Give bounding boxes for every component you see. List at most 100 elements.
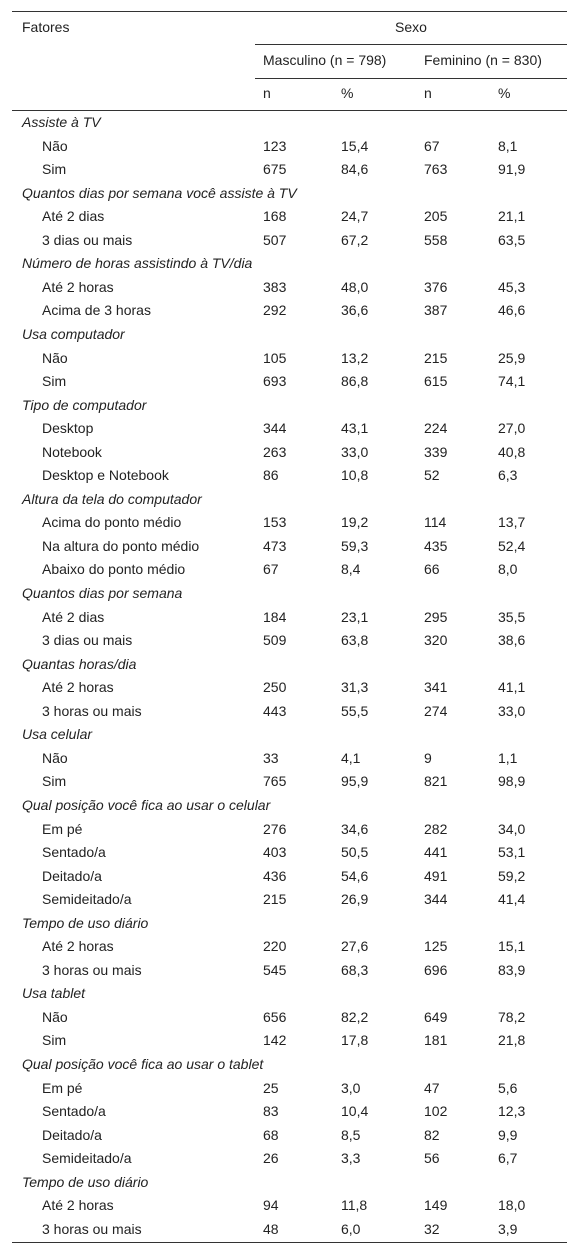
- cell: 6,3: [498, 467, 518, 484]
- cell: 48,0: [341, 278, 369, 295]
- group-title: Assiste à TV: [22, 114, 101, 130]
- cell: 52: [424, 467, 440, 484]
- cell: 4,1: [341, 749, 361, 766]
- cell: 59,3: [341, 537, 369, 554]
- row-label: Sim: [42, 373, 67, 390]
- row-label: 3 dias ou mais: [42, 231, 133, 248]
- cell: 33: [263, 749, 279, 766]
- cell: 507: [263, 231, 287, 248]
- cell: 181: [424, 1032, 448, 1049]
- cell: 123: [263, 137, 287, 154]
- cell: 86,8: [341, 373, 369, 390]
- cell: 215: [263, 891, 287, 908]
- row-label: Deitado/a: [42, 867, 102, 884]
- header-cell: n: [263, 85, 271, 101]
- row-label: Até 2 horas: [42, 679, 114, 696]
- cell: 675: [263, 161, 287, 178]
- cell: 149: [424, 1197, 448, 1214]
- cell: 125: [424, 938, 448, 955]
- cell: 27,6: [341, 938, 369, 955]
- cell: 63,5: [498, 231, 526, 248]
- cell: 6,0: [341, 1220, 361, 1237]
- cell: 56: [424, 1150, 440, 1167]
- cell: 83: [263, 1103, 279, 1120]
- cell: 34,6: [341, 820, 369, 837]
- group-title: Qual posição você fica ao usar o tablet: [22, 1056, 264, 1072]
- row-label: Sim: [42, 773, 67, 790]
- row-label: Sim: [42, 161, 67, 178]
- row-label: Sentado/a: [42, 844, 106, 861]
- cell: 153: [263, 514, 287, 531]
- cell: 102: [424, 1103, 448, 1120]
- cell: 59,2: [498, 867, 526, 884]
- row-label: Semideitado/a: [42, 891, 132, 908]
- cell: 47: [424, 1079, 440, 1096]
- group-title: Tempo de uso diário: [22, 1173, 149, 1190]
- cell: 443: [263, 702, 287, 719]
- cell: 763: [424, 161, 448, 178]
- row-label: Desktop: [42, 420, 94, 437]
- cell: 63,8: [341, 632, 369, 649]
- header-cell: n: [424, 85, 432, 101]
- cell: 10,8: [341, 467, 369, 484]
- cell: 1,1: [498, 749, 518, 766]
- row-label: Deitado/a: [42, 1126, 102, 1143]
- cell: 41,4: [498, 891, 526, 908]
- cell: 8,0: [498, 561, 518, 578]
- cell: 615: [424, 373, 448, 390]
- cell: 263: [263, 443, 287, 460]
- group-title: Altura da tela do computador: [22, 490, 202, 507]
- cell: 43,1: [341, 420, 369, 437]
- cell: 19,2: [341, 514, 369, 531]
- cell: 26,9: [341, 891, 369, 908]
- row-label: Sim: [42, 1032, 67, 1049]
- cell: 33,0: [498, 702, 526, 719]
- cell: 32: [424, 1220, 440, 1237]
- row-label: Não: [42, 137, 68, 154]
- rule: [12, 1242, 567, 1243]
- cell: 21,1: [498, 208, 526, 225]
- row-label: Até 2 dias: [42, 608, 105, 625]
- cell: 8,5: [341, 1126, 361, 1143]
- cell: 142: [263, 1032, 287, 1049]
- cell: 220: [263, 938, 287, 955]
- cell: 52,4: [498, 537, 526, 554]
- row-label: Semideitado/a: [42, 1150, 132, 1167]
- cell: 5,6: [498, 1079, 518, 1096]
- row-label: Sentado/a: [42, 1103, 106, 1120]
- cell: 8,1: [498, 137, 518, 154]
- row-label: Na altura do ponto médio: [42, 537, 200, 554]
- cell: 45,3: [498, 278, 526, 295]
- row-label: Até 2 horas: [42, 938, 114, 955]
- row-label: Até 2 horas: [42, 278, 114, 295]
- cell: 23,1: [341, 608, 369, 625]
- cell: 86: [263, 467, 279, 484]
- rule: [255, 44, 567, 45]
- cell: 558: [424, 231, 448, 248]
- row-label: Acima de 3 horas: [42, 302, 151, 319]
- cell: 9,9: [498, 1126, 518, 1143]
- cell: 35,5: [498, 608, 526, 625]
- cell: 36,6: [341, 302, 369, 319]
- header-cell: %: [341, 85, 354, 101]
- cell: 250: [263, 679, 287, 696]
- cell: 54,6: [341, 867, 369, 884]
- row-label: Até 2 dias: [42, 208, 105, 225]
- cell: 41,1: [498, 679, 526, 696]
- cell: 78,2: [498, 1008, 526, 1025]
- cell: 68: [263, 1126, 279, 1143]
- cell: 25,9: [498, 349, 526, 366]
- header-cell: Feminino (n = 830): [424, 52, 542, 68]
- row-label: 3 horas ou mais: [42, 961, 142, 978]
- cell: 435: [424, 537, 448, 554]
- cell: 6,7: [498, 1150, 518, 1167]
- cell: 13,7: [498, 514, 526, 531]
- cell: 320: [424, 632, 448, 649]
- cell: 168: [263, 208, 287, 225]
- group-title: Usa computador: [22, 325, 125, 342]
- cell: 292: [263, 302, 287, 319]
- cell: 491: [424, 867, 448, 884]
- group-title: Quantos dias por semana: [22, 585, 183, 601]
- cell: 13,2: [341, 349, 369, 366]
- cell: 205: [424, 208, 448, 225]
